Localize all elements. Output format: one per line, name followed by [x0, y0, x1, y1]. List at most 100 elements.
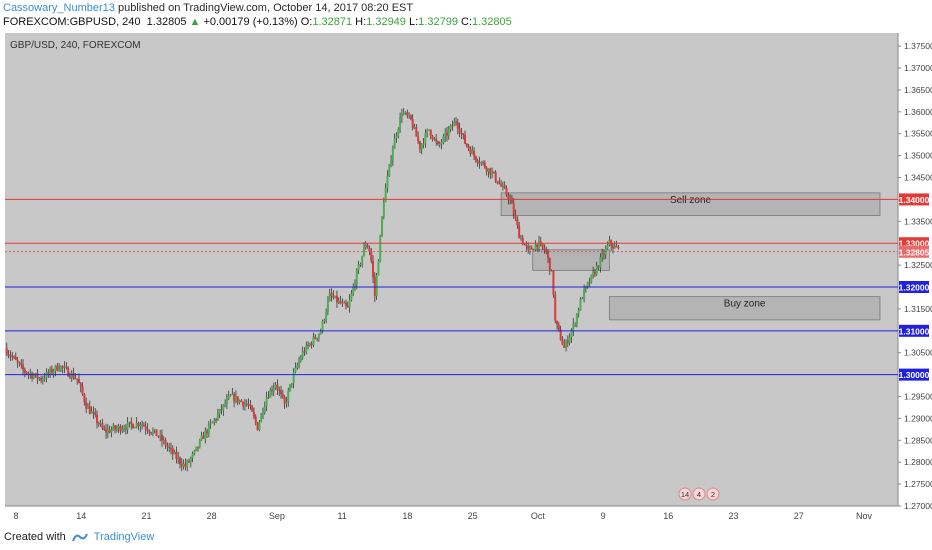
- candle-body: [565, 340, 568, 348]
- event-icon[interactable]: [678, 487, 692, 501]
- candle-body: [159, 434, 162, 437]
- candle-body: [579, 299, 582, 311]
- candle-body: [96, 414, 99, 424]
- candle-body: [581, 298, 584, 300]
- candle-body: [144, 426, 147, 429]
- candle-body: [570, 330, 573, 338]
- candle-body: [74, 378, 77, 380]
- candle-body: [298, 361, 301, 366]
- candle-body: [357, 264, 360, 271]
- candle-body: [258, 422, 261, 431]
- candle-body: [545, 250, 548, 252]
- time-tick-label: 21: [141, 511, 151, 521]
- candle-body: [518, 225, 521, 239]
- candle-body: [561, 340, 564, 345]
- candle-body: [299, 358, 302, 362]
- candle-body: [527, 246, 530, 250]
- time-axis[interactable]: [5, 506, 898, 524]
- candle-body: [492, 171, 495, 173]
- candle-body: [234, 396, 237, 402]
- candle-body: [231, 393, 234, 395]
- candle-body: [56, 365, 59, 371]
- price-tick-label: 1.27000: [904, 501, 932, 511]
- candle-body: [326, 300, 329, 313]
- candle-body: [128, 421, 131, 423]
- candle-body: [151, 430, 154, 434]
- candle-body: [290, 383, 293, 385]
- plot-area[interactable]: [5, 33, 898, 506]
- candle-body: [14, 356, 17, 360]
- time-tick-label: Nov: [856, 511, 873, 521]
- candle-body: [106, 429, 109, 433]
- author-link[interactable]: Cassowary_Number13: [3, 2, 115, 14]
- candle-body: [505, 188, 508, 196]
- candle-body: [281, 393, 284, 398]
- candle-body: [112, 425, 115, 430]
- price-tick-label: 1.29500: [904, 392, 932, 402]
- candle-body: [139, 424, 142, 427]
- candle-body: [359, 263, 362, 265]
- time-tick-label: Oct: [531, 511, 546, 521]
- candle-body: [368, 248, 371, 252]
- candle-body: [372, 260, 375, 278]
- candle-body: [547, 251, 550, 258]
- candle-body: [305, 344, 308, 353]
- candle-body: [491, 171, 494, 175]
- candle-body: [528, 247, 531, 250]
- candle-body: [366, 244, 369, 249]
- level-badge: [899, 368, 929, 381]
- candle-body: [550, 270, 553, 272]
- candle-body: [23, 369, 26, 373]
- candle-body: [200, 435, 203, 440]
- candle-body: [88, 406, 91, 414]
- candle-body: [397, 129, 400, 136]
- events-badge[interactable]: 14 4 2: [678, 487, 720, 501]
- candle-body: [175, 451, 178, 460]
- candle-body: [436, 141, 439, 145]
- candle-body: [157, 436, 160, 438]
- candle-body: [440, 142, 443, 144]
- candle-body: [137, 422, 140, 427]
- candle-body: [433, 138, 436, 140]
- candle-body: [184, 463, 187, 468]
- candle-body: [584, 286, 587, 289]
- candle-body: [525, 244, 528, 247]
- candle-body: [381, 217, 384, 236]
- candle-body: [207, 424, 210, 434]
- candle-body: [399, 116, 402, 130]
- time-tick-label: Sep: [269, 511, 285, 521]
- time-tick-label: 14: [76, 511, 86, 521]
- candle-body: [70, 373, 73, 378]
- event-icon[interactable]: [706, 487, 720, 501]
- time-tick-label: 23: [729, 511, 739, 521]
- candle-body: [13, 356, 16, 358]
- event-icon[interactable]: [692, 487, 706, 501]
- candle-body: [270, 390, 273, 392]
- candle-body: [123, 428, 126, 430]
- candle-body: [339, 300, 342, 304]
- price-axis[interactable]: [898, 33, 930, 506]
- candle-body: [225, 398, 228, 405]
- level-label: 1.33000: [899, 239, 930, 249]
- candle-body: [168, 446, 171, 448]
- tradingview-link[interactable]: TradingView: [93, 531, 155, 543]
- candle-body: [602, 253, 605, 256]
- time-tick-label: 9: [601, 511, 606, 521]
- candle-body: [303, 351, 306, 353]
- candle-body: [482, 162, 485, 164]
- candle-body: [424, 133, 427, 144]
- candle-body: [445, 132, 448, 136]
- candle-body: [216, 413, 219, 420]
- candle-body: [276, 384, 279, 390]
- candle-body: [301, 351, 304, 359]
- candle-body: [590, 274, 593, 283]
- candle-body: [577, 310, 580, 314]
- candle-body: [429, 129, 432, 137]
- candle-body: [85, 402, 88, 409]
- candle-body: [188, 461, 191, 463]
- candle-body: [435, 138, 438, 142]
- candle-body: [283, 397, 286, 404]
- price-tick-label: 1.36000: [904, 107, 932, 117]
- candle-body: [606, 245, 609, 249]
